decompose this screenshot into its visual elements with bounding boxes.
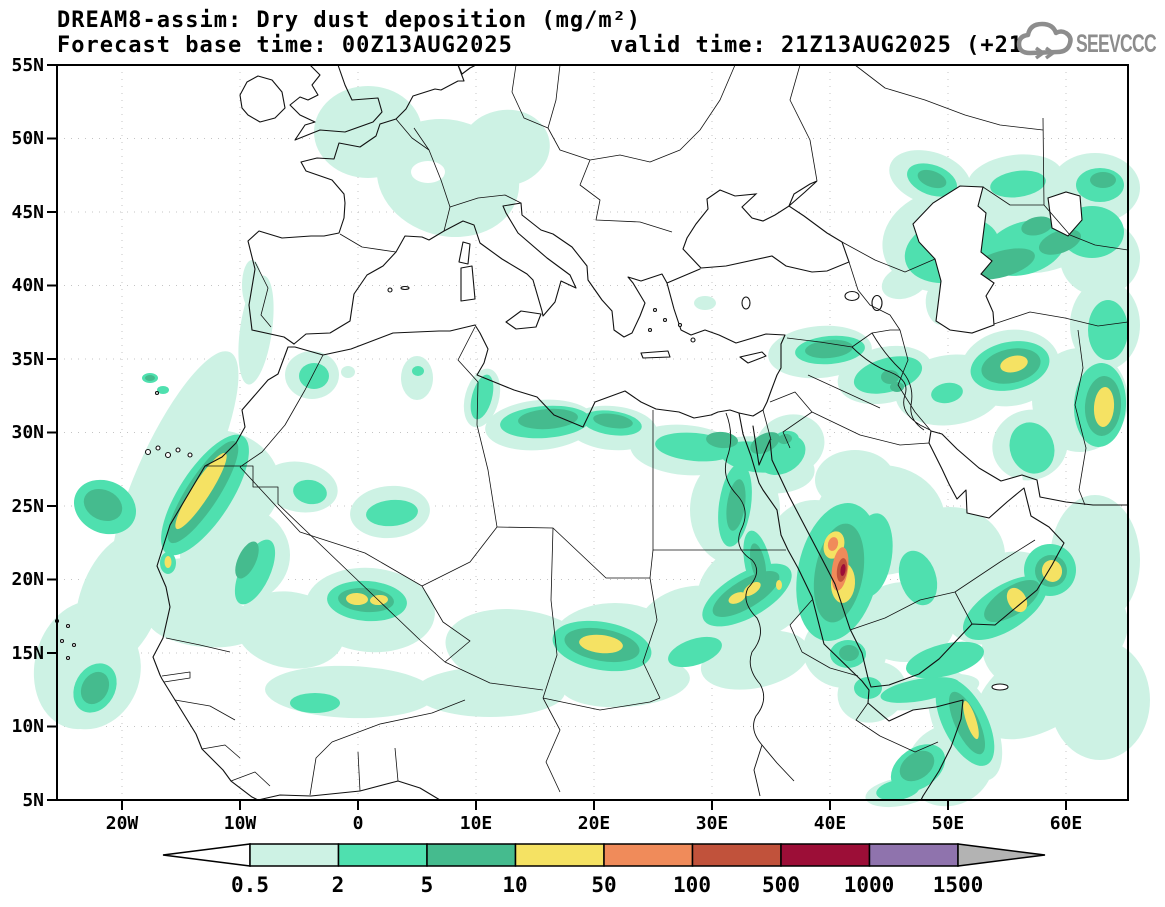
lat-label: 20N xyxy=(11,569,44,590)
colorbar-under-arrow xyxy=(162,843,251,867)
colorbar-label: 5 xyxy=(421,873,434,897)
lake-tuz xyxy=(741,296,751,310)
lon-ticks xyxy=(121,800,1067,810)
colorbar-label: 100 xyxy=(673,873,711,897)
lat-label: 10N xyxy=(11,716,44,737)
coast-sinai xyxy=(738,412,771,466)
lat-label: 40N xyxy=(11,275,44,296)
coast-arabia xyxy=(769,430,1065,688)
coastlines xyxy=(152,64,1129,801)
country-borders xyxy=(161,64,1129,796)
caspian-sea xyxy=(912,185,995,334)
islands xyxy=(54,75,1009,691)
socotra xyxy=(991,683,1009,691)
colorbar-segment xyxy=(249,843,340,867)
sea-masks xyxy=(682,180,1083,518)
aral-sea xyxy=(1047,191,1083,237)
aegean-islands xyxy=(647,307,696,343)
lon-label: 60E xyxy=(1050,813,1083,834)
lat-label: 45N xyxy=(11,202,44,223)
colorbar-label: 500 xyxy=(762,873,800,897)
lon-label: 0 xyxy=(353,813,364,834)
lake-van xyxy=(844,290,860,302)
lat-label: 30N xyxy=(11,422,44,443)
colorbar-segment xyxy=(868,843,959,867)
colorbar-segment xyxy=(603,843,694,867)
colorbar-segment xyxy=(514,843,605,867)
coast-iran-makran xyxy=(930,430,1129,506)
coast-great-britain xyxy=(289,64,383,141)
seevccc-logo: SEEVCCC xyxy=(1016,21,1158,60)
lat-label: 25N xyxy=(11,496,44,517)
colorbar-label: 1500 xyxy=(933,873,984,897)
colorbar-over-arrow xyxy=(957,843,1046,867)
lon-label: 20E xyxy=(578,813,611,834)
coast-mediterranean-north xyxy=(293,202,701,345)
arrow-icon xyxy=(1034,46,1055,60)
lat-label: 50N xyxy=(11,128,44,149)
lat-label: 15N xyxy=(11,643,44,664)
lon-label: 10E xyxy=(460,813,493,834)
cyprus xyxy=(739,351,767,364)
lakes xyxy=(741,290,883,312)
lon-label: 10W xyxy=(224,813,257,834)
page-title: DREAM8-assim: Dry dust deposition (mg/m²… xyxy=(57,8,641,33)
colorbar-segment xyxy=(337,843,428,867)
lon-label: 40E xyxy=(814,813,847,834)
valid-time: valid time: 21Z13AUG2025 (+21) xyxy=(610,33,1037,58)
euphrates-tigris-rivers xyxy=(851,332,931,431)
persian-gulf xyxy=(929,431,1024,518)
colorbar-label: 1000 xyxy=(844,873,895,897)
colorbar-label: 10 xyxy=(502,873,527,897)
coast-atlantic-europe xyxy=(247,64,465,345)
crete xyxy=(640,350,671,359)
coast-gulf-of-guinea xyxy=(257,780,441,801)
colorbar-label: 50 xyxy=(591,873,616,897)
balearic-islands xyxy=(387,285,410,293)
lat-ticks xyxy=(47,64,57,801)
lat-label: 35N xyxy=(11,349,44,370)
coast-red-sea-west-horn xyxy=(742,433,964,801)
sardinia xyxy=(460,265,476,302)
map-frame xyxy=(47,64,1129,810)
colorbar-segment xyxy=(691,843,782,867)
forecast-base-time: Forecast base time: 00Z13AUG2025 xyxy=(57,33,513,58)
colorbar-label: 2 xyxy=(332,873,345,897)
cloud-icon xyxy=(1016,21,1073,56)
nile-river xyxy=(724,412,795,797)
ireland xyxy=(239,75,286,123)
colorbar-segment xyxy=(780,843,871,867)
dust-level-500 xyxy=(840,564,846,576)
colorbar: 0.5 2 5 10 50 100 500 1000 1500 xyxy=(162,843,1046,897)
latitude-axis: 55N 50N 45N 40N 35N 30N 25N 20N 15N 10N … xyxy=(11,55,44,811)
sicily xyxy=(505,310,542,330)
colorbar-label: 0.5 xyxy=(231,873,269,897)
lat-label: 55N xyxy=(11,55,44,76)
lon-label: 50E xyxy=(932,813,965,834)
coast-anatolia-levant-north-africa xyxy=(152,282,786,801)
lat-label: 5N xyxy=(22,790,44,811)
lon-label: 30E xyxy=(696,813,729,834)
logo-text: SEEVCCC xyxy=(1076,30,1157,58)
header: DREAM8-assim: Dry dust deposition (mg/m²… xyxy=(57,8,1037,58)
dust-contours xyxy=(33,86,1150,808)
black-sea xyxy=(682,189,850,273)
canary-islands xyxy=(144,390,193,459)
lon-label: 20W xyxy=(106,813,139,834)
colorbar-labels: 0.5 2 5 10 50 100 500 1000 1500 xyxy=(231,873,983,897)
sea-of-azov xyxy=(788,180,818,207)
lake-urmia xyxy=(871,294,883,312)
rivers xyxy=(724,332,931,797)
corsica xyxy=(458,241,471,265)
coast-denmark xyxy=(457,64,477,75)
longitude-axis: 20W 10W 0 10E 20E 30E 40E 50E 60E xyxy=(106,813,1083,834)
colorbar-segment xyxy=(426,843,517,867)
